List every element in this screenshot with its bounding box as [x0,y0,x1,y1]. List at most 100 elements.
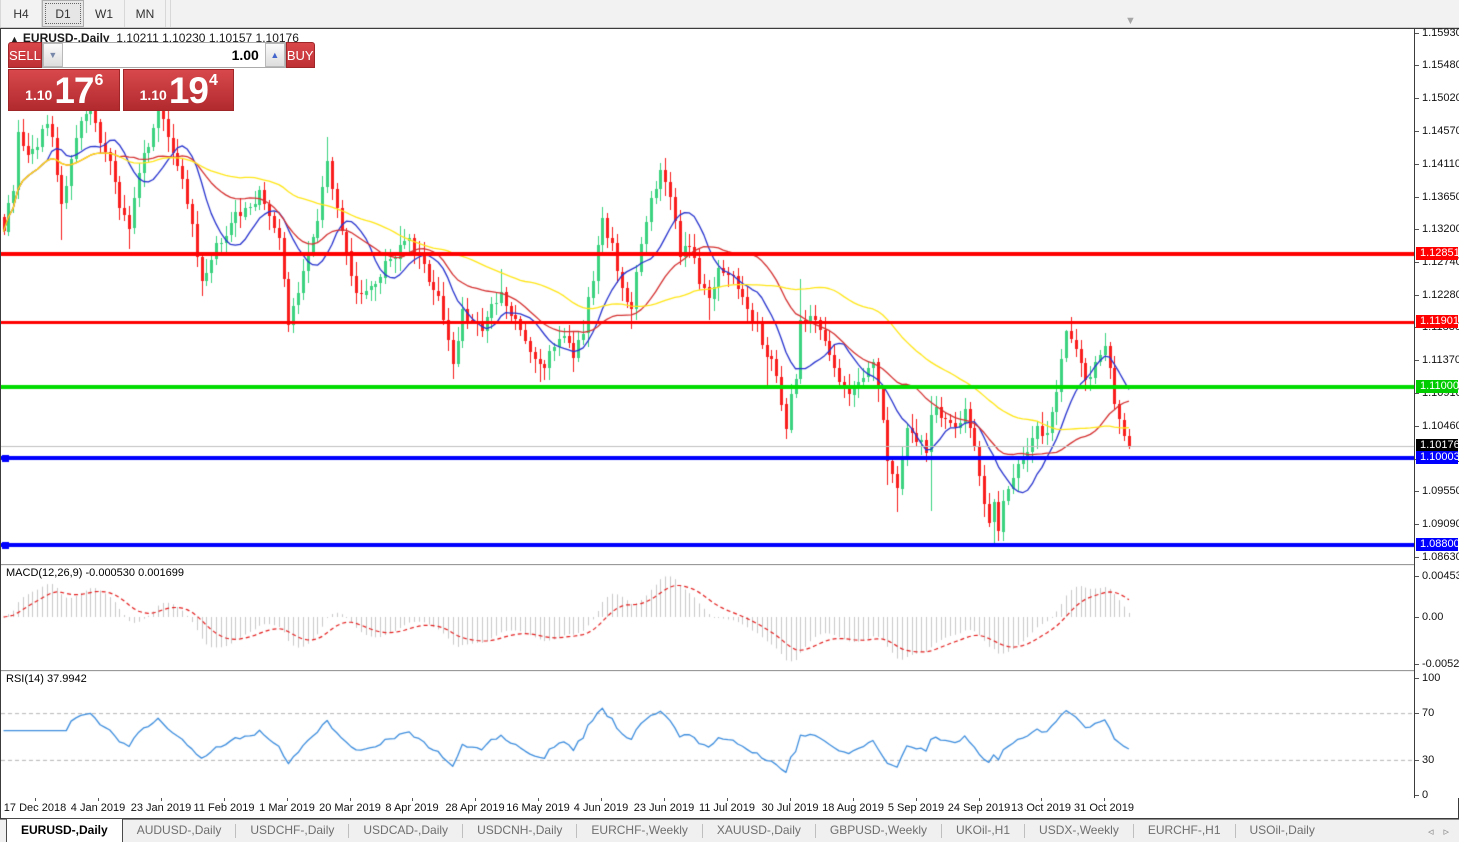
timeframe-toolbar: H4 D1 W1 MN [0,0,1459,28]
rsi-label: RSI(14) 37.9942 [6,673,87,685]
tab-scroll-controls: ◃ ▹ [1428,820,1459,842]
timeframe-button-mn[interactable]: MN [125,0,166,27]
date-tick [979,798,980,801]
price-axis-label: 1.11370 [1422,354,1459,366]
buy-price-pip: 4 [209,72,218,89]
chart-ohlc-values: 1.10211 1.10230 1.10157 1.10176 [116,31,299,45]
rsi-value: 37.9942 [46,673,87,685]
price-axis-label: 1.09550 [1422,485,1459,497]
date-tick [35,798,36,801]
axis-tick [1415,678,1419,679]
date-axis-label: 18 Aug 2019 [822,802,884,814]
sell-price-pip: 6 [94,72,104,89]
timeframe-button-w1[interactable]: W1 [84,0,125,27]
tab-gbpusd-weekly[interactable]: GBPUSD-,Weekly [829,823,928,837]
price-chart-canvas[interactable] [1,29,1414,564]
date-tick [916,798,917,801]
tab-usdcnh-daily[interactable]: USDCNH-,Daily [477,823,563,837]
sell-price-button[interactable]: 1.10 17 6 [8,69,120,111]
tab-scroll-right-icon[interactable]: ▹ [1443,825,1449,838]
axis-tick [1415,262,1419,263]
date-tick [287,798,288,801]
date-tick [601,798,602,801]
tab-eurusd-daily[interactable]: EURUSD-,Daily [6,818,123,842]
date-axis-label: 11 Feb 2019 [193,802,255,814]
axis-tick [1415,33,1419,34]
chart-window: ▲ EURUSD-,Daily 1.10211 1.10230 1.10157 1… [0,27,1459,819]
date-axis-label: 13 Oct 2019 [1011,802,1071,814]
price-axis-label: 1.15480 [1422,59,1459,71]
date-axis-label: 28 Apr 2019 [445,802,505,814]
rsi-axis-label: 70 [1422,707,1435,719]
tab-scroll-left-icon[interactable]: ◃ [1427,825,1434,838]
chart-symbol: EURUSD-,Daily [22,31,110,45]
timeframe-button-h4[interactable]: H4 [0,0,42,27]
axis-tick [1415,491,1419,492]
buy-button[interactable]: BUY [285,42,315,68]
axis-tick [1415,664,1419,665]
axis-tick [1415,713,1419,714]
tab-separator [1234,824,1236,838]
sell-price-big: 17 [54,69,94,111]
date-tick [224,798,225,801]
chart-tab-bar: EURUSD-,Daily AUDUSD-,Daily USDCHF-,Daily U… [0,818,1459,842]
level-price-badge: 1.12851 [1416,247,1459,260]
price-axis-label: 1.09090 [1422,518,1459,530]
level-price-badge: 1.11000 [1416,380,1459,393]
volume-stepper: ▼ ▲ [41,42,286,68]
axis-tick [1415,426,1419,427]
date-tick [1041,798,1042,801]
tab-usoil-daily[interactable]: USOil-,Daily [1249,823,1315,837]
date-tick [1104,798,1105,801]
rsi-indicator-canvas[interactable] [1,670,1414,798]
volume-decrease-button[interactable]: ▼ [42,43,63,67]
macd-axis-label: 0.004536 [1422,570,1459,582]
date-axis-label: 16 May 2019 [506,802,570,814]
price-axis-label: 1.13200 [1422,223,1459,235]
buy-price-prefix: 1.10 [139,87,167,103]
tab-eurchf-weekly[interactable]: EURCHF-,Weekly [591,823,688,837]
date-axis[interactable]: 17 Dec 2018 4 Jan 2019 23 Jan 2019 11 Feb 2… [1,798,1414,818]
volume-input[interactable] [62,43,265,67]
volume-increase-button[interactable]: ▲ [264,43,285,67]
price-axis[interactable]: 1.15930 1.15480 1.15020 1.14570 1.14110 1.136… [1414,27,1459,801]
macd-values: -0.000530 0.001699 [85,567,184,579]
tab-usdx-weekly[interactable]: USDX-,Weekly [1039,823,1119,837]
current-price-badge: 1.10176 [1416,439,1459,452]
macd-label: MACD(12,26,9) -0.000530 0.001699 [6,567,184,579]
date-axis-label: 1 Mar 2019 [259,802,315,814]
price-axis-label: 1.15020 [1422,92,1459,104]
one-click-panel-toggle-icon[interactable]: ▲ [10,34,19,44]
date-axis-label: 4 Jan 2019 [70,802,126,814]
tab-usdcad-daily[interactable]: USDCAD-,Daily [363,823,449,837]
price-axis-label: 1.15930 [1422,27,1459,39]
date-axis-label: 23 Jan 2019 [130,802,192,814]
date-tick [538,798,539,801]
date-axis-label: 11 Jul 2019 [698,802,756,814]
axis-tick [1415,65,1419,66]
date-tick [98,798,99,801]
timeframe-button-d1[interactable]: D1 [42,0,84,27]
macd-axis-label: 0.00 [1422,611,1444,623]
buy-price-big: 19 [168,69,209,111]
sell-button[interactable]: SELL [8,42,42,68]
tab-xauusd-daily[interactable]: XAUUSD-,Daily [716,823,801,837]
axis-tick [1415,760,1419,761]
axis-tick [1415,795,1419,796]
chart-shift-marker-icon[interactable]: ▼ [1125,15,1136,27]
price-axis-label: 1.08630 [1422,551,1459,563]
tab-ukoil-h1[interactable]: UKOil-,H1 [956,823,1011,837]
date-tick [350,798,351,801]
macd-indicator-canvas[interactable] [1,564,1414,670]
axis-tick [1415,617,1419,618]
tab-separator [1132,824,1134,838]
price-axis-label: 1.10460 [1422,420,1459,432]
date-tick [790,798,791,801]
tab-audusd-daily[interactable]: AUDUSD-,Daily [136,823,222,837]
buy-price-button[interactable]: 1.10 19 4 [122,69,234,111]
tab-eurchf-h1[interactable]: EURCHF-,H1 [1147,823,1221,837]
macd-axis-label: -0.005205 [1422,658,1459,670]
tab-usdchf-daily[interactable]: USDCHF-,Daily [250,823,335,837]
